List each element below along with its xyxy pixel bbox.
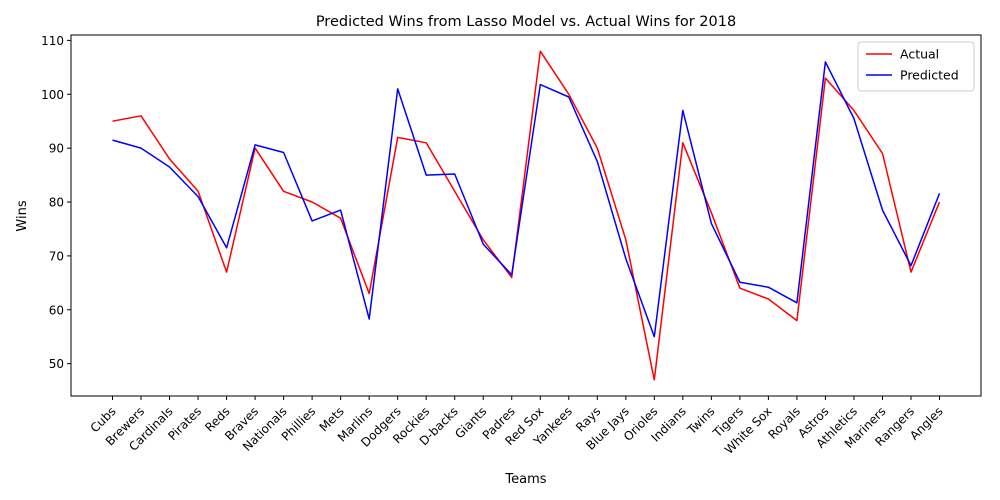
legend-label-predicted: Predicted bbox=[900, 68, 959, 83]
x-axis-label: Teams bbox=[504, 472, 546, 487]
chart-title: Predicted Wins from Lasso Model vs. Actu… bbox=[316, 14, 736, 30]
legend-label-actual: Actual bbox=[900, 47, 939, 62]
y-tick-label: 60 bbox=[49, 303, 64, 317]
y-tick-label: 50 bbox=[49, 357, 64, 371]
series-layer bbox=[112, 50, 941, 381]
axes-layer: 5060708090100110CubsBrewersCardinalsPira… bbox=[41, 34, 982, 457]
plot-frame bbox=[70, 34, 982, 397]
x-tick-label: Royals bbox=[765, 404, 803, 442]
y-tick-label: 110 bbox=[41, 34, 64, 48]
y-tick-label: 100 bbox=[41, 88, 64, 102]
y-axis-label: Wins bbox=[15, 200, 30, 231]
series-line-actual bbox=[112, 50, 941, 381]
y-tick-label: 80 bbox=[49, 196, 64, 210]
y-tick-label: 90 bbox=[49, 142, 64, 156]
series-line-predicted bbox=[112, 61, 941, 338]
y-tick-label: 70 bbox=[49, 249, 64, 263]
legend: Actual Predicted bbox=[857, 41, 975, 92]
